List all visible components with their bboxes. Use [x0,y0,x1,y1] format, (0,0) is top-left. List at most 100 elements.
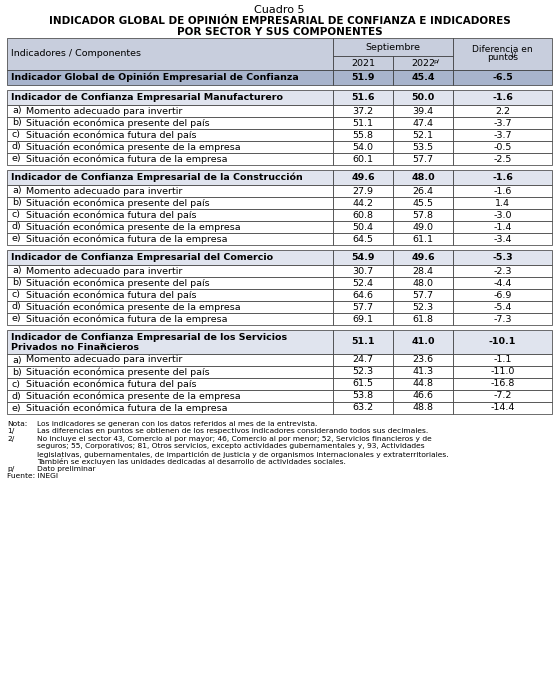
Text: e): e) [12,155,22,163]
Text: 49.6: 49.6 [351,173,375,182]
Bar [333,197,393,209]
Text: 48.8: 48.8 [413,404,433,413]
Bar [453,170,552,185]
Text: a): a) [12,187,22,195]
Bar [7,250,333,265]
Text: Situación económica presente de la empresa: Situación económica presente de la empre… [26,142,240,152]
Bar [393,265,453,277]
Text: Indicador Global de Opinión Empresarial de Confianza: Indicador Global de Opinión Empresarial … [11,73,299,82]
Bar [453,209,552,221]
Text: 57.8: 57.8 [413,210,433,219]
Text: 28.4: 28.4 [413,266,433,276]
Bar [393,70,453,85]
Text: 2021: 2021 [351,59,375,67]
Bar [393,390,453,402]
Text: Momento adecuado para invertir: Momento adecuado para invertir [26,187,182,195]
Text: 27.9: 27.9 [353,187,373,195]
Text: c): c) [12,291,21,300]
Bar [393,277,453,289]
Bar [333,277,393,289]
Text: Momento adecuado para invertir: Momento adecuado para invertir [26,266,182,276]
Text: -1.6: -1.6 [492,93,513,102]
Text: Situación económica presente del país: Situación económica presente del país [26,118,210,128]
Text: Los indicadores se generan con los datos referidos al mes de la entrevista.: Los indicadores se generan con los datos… [37,421,318,427]
Bar [453,250,552,265]
Bar [453,313,552,325]
Bar [7,70,333,85]
Bar [333,330,393,354]
Text: 54.9: 54.9 [351,253,375,262]
Text: 39.4: 39.4 [413,106,434,116]
Text: 24.7: 24.7 [353,355,373,364]
Text: c): c) [12,210,21,219]
Bar [393,105,453,117]
Bar [453,70,552,85]
Text: 44.8: 44.8 [413,379,433,388]
Bar [7,197,333,209]
Text: 53.8: 53.8 [352,392,373,400]
Text: 63.2: 63.2 [352,404,373,413]
Text: Situación económica presente de la empresa: Situación económica presente de la empre… [26,222,240,232]
Bar [453,197,552,209]
Text: Indicador de Confianza Empresarial de la Construcción: Indicador de Confianza Empresarial de la… [11,173,303,183]
Text: b): b) [12,279,22,287]
Text: d): d) [12,302,22,311]
Text: 2022: 2022 [411,59,435,67]
Text: Indicador de Confianza Empresarial del Comercio: Indicador de Confianza Empresarial del C… [11,253,273,262]
Text: 61.5: 61.5 [353,379,373,388]
Bar [453,141,552,153]
Bar [393,170,453,185]
Text: 46.6: 46.6 [413,392,433,400]
Text: 30.7: 30.7 [352,266,373,276]
Bar [393,289,453,301]
Text: c): c) [12,131,21,140]
Bar [333,56,393,70]
Text: -1.1: -1.1 [493,355,511,364]
Text: 2/: 2/ [100,343,106,347]
Text: INDICADOR GLOBAL DE OPINIÓN EMPRESARIAL DE CONFIANZA E INDICADORES: INDICADOR GLOBAL DE OPINIÓN EMPRESARIAL … [49,16,510,26]
Text: 23.6: 23.6 [413,355,434,364]
Text: 64.5: 64.5 [353,234,373,244]
Text: -2.3: -2.3 [493,266,511,276]
Bar [7,265,333,277]
Text: 44.2: 44.2 [353,198,373,208]
Text: 48.0: 48.0 [413,279,433,287]
Bar [393,90,453,105]
Text: Indicador de Confianza Empresarial de los Servicios: Indicador de Confianza Empresarial de lo… [11,332,287,341]
Text: -6.5: -6.5 [492,73,513,82]
Text: 52.4: 52.4 [353,279,373,287]
Text: 61.1: 61.1 [413,234,433,244]
Text: 52.3: 52.3 [352,368,373,377]
Text: a): a) [12,355,22,364]
Bar [453,38,552,70]
Text: -3.7: -3.7 [493,118,511,127]
Text: 49.6: 49.6 [411,253,435,262]
Text: 69.1: 69.1 [353,315,373,323]
Bar [393,313,453,325]
Text: -16.8: -16.8 [490,379,515,388]
Text: Diferencia en: Diferencia en [472,46,533,54]
Bar [7,313,333,325]
Bar [7,129,333,141]
Bar [7,153,333,165]
Bar [453,153,552,165]
Text: d): d) [12,223,22,232]
Text: 41.0: 41.0 [411,338,435,347]
Text: 37.2: 37.2 [352,106,373,116]
Bar [453,105,552,117]
Text: 1.4: 1.4 [495,198,510,208]
Text: -1.6: -1.6 [492,173,513,182]
Text: Las diferencias en puntos se obtienen de los respectivos indicadores considerand: Las diferencias en puntos se obtienen de… [37,428,428,434]
Text: -1.4: -1.4 [493,223,511,232]
Text: 64.6: 64.6 [353,291,373,300]
Text: b): b) [12,118,22,127]
Bar [333,289,393,301]
Bar [333,366,393,378]
Text: e): e) [12,315,22,323]
Text: 52.1: 52.1 [413,131,433,140]
Bar [453,90,552,105]
Bar [453,185,552,197]
Bar [393,250,453,265]
Bar [333,221,393,233]
Bar [453,129,552,141]
